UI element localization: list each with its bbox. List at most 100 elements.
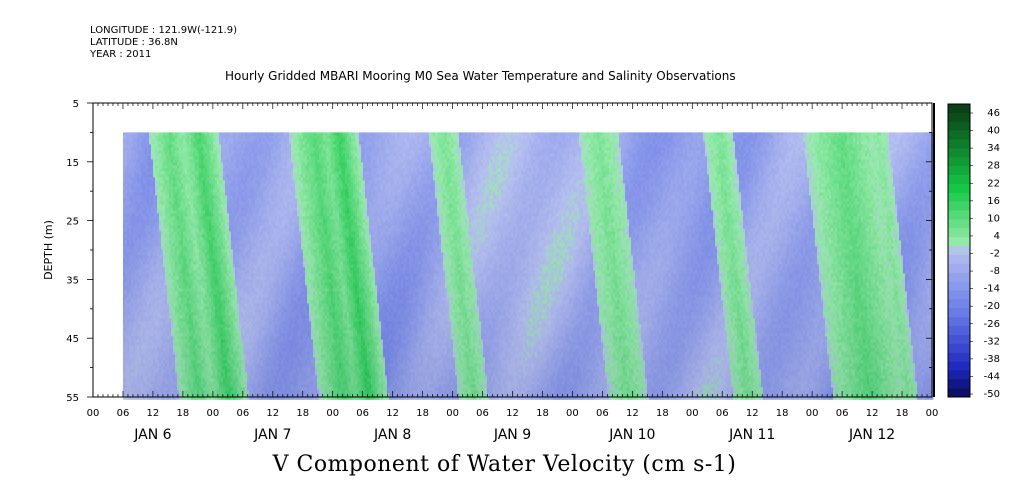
x-day-label: JAN 8 bbox=[373, 427, 411, 443]
x-day-label: JAN 10 bbox=[608, 427, 655, 443]
colorbar-swatch bbox=[948, 112, 970, 123]
x-tick-label: 00 bbox=[566, 408, 579, 419]
colorbar-swatch bbox=[948, 192, 970, 202]
colorbar-swatch bbox=[948, 121, 970, 131]
x-tick-label: 00 bbox=[446, 408, 459, 419]
colorbar-label: 16 bbox=[987, 196, 1000, 207]
chart-title: Hourly Gridded MBARI Mooring M0 Sea Wate… bbox=[225, 69, 736, 83]
colorbar-swatch bbox=[948, 334, 970, 345]
colorbar-label: -8 bbox=[990, 266, 1000, 277]
plot-area bbox=[122, 132, 934, 400]
y-tick-label: 5 bbox=[73, 99, 79, 110]
colorbar-swatch bbox=[948, 201, 970, 211]
colorbar-swatch bbox=[948, 210, 970, 220]
x-tick-label: 18 bbox=[416, 408, 429, 419]
colorbar-label: 22 bbox=[987, 178, 1000, 189]
x-day-label: JAN 12 bbox=[848, 427, 895, 443]
x-tick-label: 18 bbox=[177, 408, 190, 419]
colorbar-swatch bbox=[948, 237, 970, 247]
y-tick-label: 25 bbox=[66, 217, 79, 228]
colorbar-label: 46 bbox=[987, 108, 1000, 119]
longitude-label: LONGITUDE : 121.9W(-121.9) bbox=[90, 25, 237, 37]
colorbar-label: -14 bbox=[984, 284, 1000, 295]
x-tick-label: 12 bbox=[147, 408, 160, 419]
x-tick-label: 00 bbox=[926, 408, 939, 419]
colorbar-swatch bbox=[948, 325, 970, 336]
y-tick-label: 15 bbox=[66, 158, 79, 169]
colorbar-swatch bbox=[948, 157, 970, 167]
colorbar-label: 34 bbox=[987, 143, 1000, 154]
colorbar-label: 4 bbox=[994, 231, 1000, 242]
x-tick-label: 06 bbox=[836, 408, 849, 419]
colorbar-label: -2 bbox=[990, 249, 1000, 260]
colorbar-swatch bbox=[948, 254, 970, 265]
latitude-label: LATITUDE : 36.8N bbox=[90, 37, 178, 49]
colorbar-swatch bbox=[948, 343, 970, 353]
colorbar-swatch bbox=[948, 228, 970, 238]
colorbar-swatch bbox=[948, 290, 970, 300]
colorbar-swatch bbox=[948, 317, 970, 327]
colorbar-label: -20 bbox=[984, 301, 1000, 312]
x-day-label: JAN 11 bbox=[728, 427, 775, 443]
colorbar-label: -44 bbox=[984, 371, 1000, 382]
colorbar-swatch bbox=[948, 281, 970, 291]
axes: 00 06 12 18 00 06 12 18 00 06 12 18 00 06 12 18 00 06 12 18… bbox=[42, 99, 938, 443]
x-tick-label: 00 bbox=[206, 408, 219, 419]
x-tick-label: 18 bbox=[296, 408, 309, 419]
colorbar-swatch bbox=[948, 361, 970, 371]
colorbar-swatch bbox=[948, 379, 970, 389]
colorbar-label: 28 bbox=[987, 161, 1000, 172]
x-axis-title: V Component of Water Velocity (cm s-1) bbox=[0, 452, 1009, 477]
colorbar-swatch bbox=[948, 139, 970, 149]
colorbar-swatch bbox=[948, 104, 970, 114]
y-tick-label: 45 bbox=[66, 334, 79, 345]
x-tick-label: 00 bbox=[87, 408, 100, 419]
x-tick-label: 06 bbox=[236, 408, 249, 419]
x-tick-label: 12 bbox=[746, 408, 759, 419]
colorbar-swatch bbox=[948, 166, 970, 176]
x-tick-label: 00 bbox=[686, 408, 699, 419]
colorbar-swatch bbox=[948, 148, 970, 158]
x-tick-label: 12 bbox=[626, 408, 639, 419]
y-tick-label: 35 bbox=[66, 275, 79, 286]
x-day-label: JAN 6 bbox=[133, 427, 171, 443]
year-label: YEAR : 2011 bbox=[90, 49, 151, 61]
x-tick-label: 18 bbox=[776, 408, 789, 419]
x-day-label: JAN 9 bbox=[493, 427, 531, 443]
colorbar-label: -32 bbox=[984, 336, 1000, 347]
colorbar-swatch bbox=[948, 388, 970, 398]
x-tick-label: 06 bbox=[476, 408, 489, 419]
x-tick-label: 06 bbox=[596, 408, 609, 419]
colorbar-label: -26 bbox=[984, 319, 1000, 330]
x-tick-label: 12 bbox=[266, 408, 279, 419]
x-tick-label: 18 bbox=[536, 408, 549, 419]
colorbar-swatch bbox=[948, 263, 970, 273]
x-tick-label: 00 bbox=[806, 408, 819, 419]
colorbar-swatch bbox=[948, 308, 970, 318]
colorbar-swatch bbox=[948, 219, 970, 229]
colorbar-swatch bbox=[948, 272, 970, 282]
x-tick-label: 18 bbox=[656, 408, 669, 419]
colorbar-swatch bbox=[948, 183, 970, 194]
x-tick-label: 12 bbox=[506, 408, 519, 419]
x-tick-label: 18 bbox=[896, 408, 909, 419]
colorbar-swatch bbox=[948, 352, 970, 362]
y-tick-label: 55 bbox=[66, 393, 79, 404]
colorbar-label: -50 bbox=[984, 389, 1000, 400]
x-day-label: JAN 7 bbox=[253, 427, 291, 443]
colorbar-swatch bbox=[948, 246, 970, 256]
x-tick-label: 00 bbox=[326, 408, 339, 419]
colorbar-label: 40 bbox=[987, 126, 1000, 137]
x-tick-label: 06 bbox=[716, 408, 729, 419]
x-tick-label: 06 bbox=[356, 408, 369, 419]
colorbar-label: 10 bbox=[987, 213, 1000, 224]
x-tick-label: 12 bbox=[386, 408, 399, 419]
x-tick-label: 12 bbox=[866, 408, 879, 419]
x-tick-label: 06 bbox=[117, 408, 130, 419]
colorbar-swatch bbox=[948, 175, 970, 185]
colorbar-swatch bbox=[948, 130, 970, 140]
colorbar: 46 40 34 28 22 16 10 4 -2 -8 -14 -20 -26 -32 -38 -44 -50 bbox=[947, 103, 1000, 400]
colorbar-swatch bbox=[948, 370, 970, 380]
colorbar-swatch bbox=[948, 299, 970, 309]
